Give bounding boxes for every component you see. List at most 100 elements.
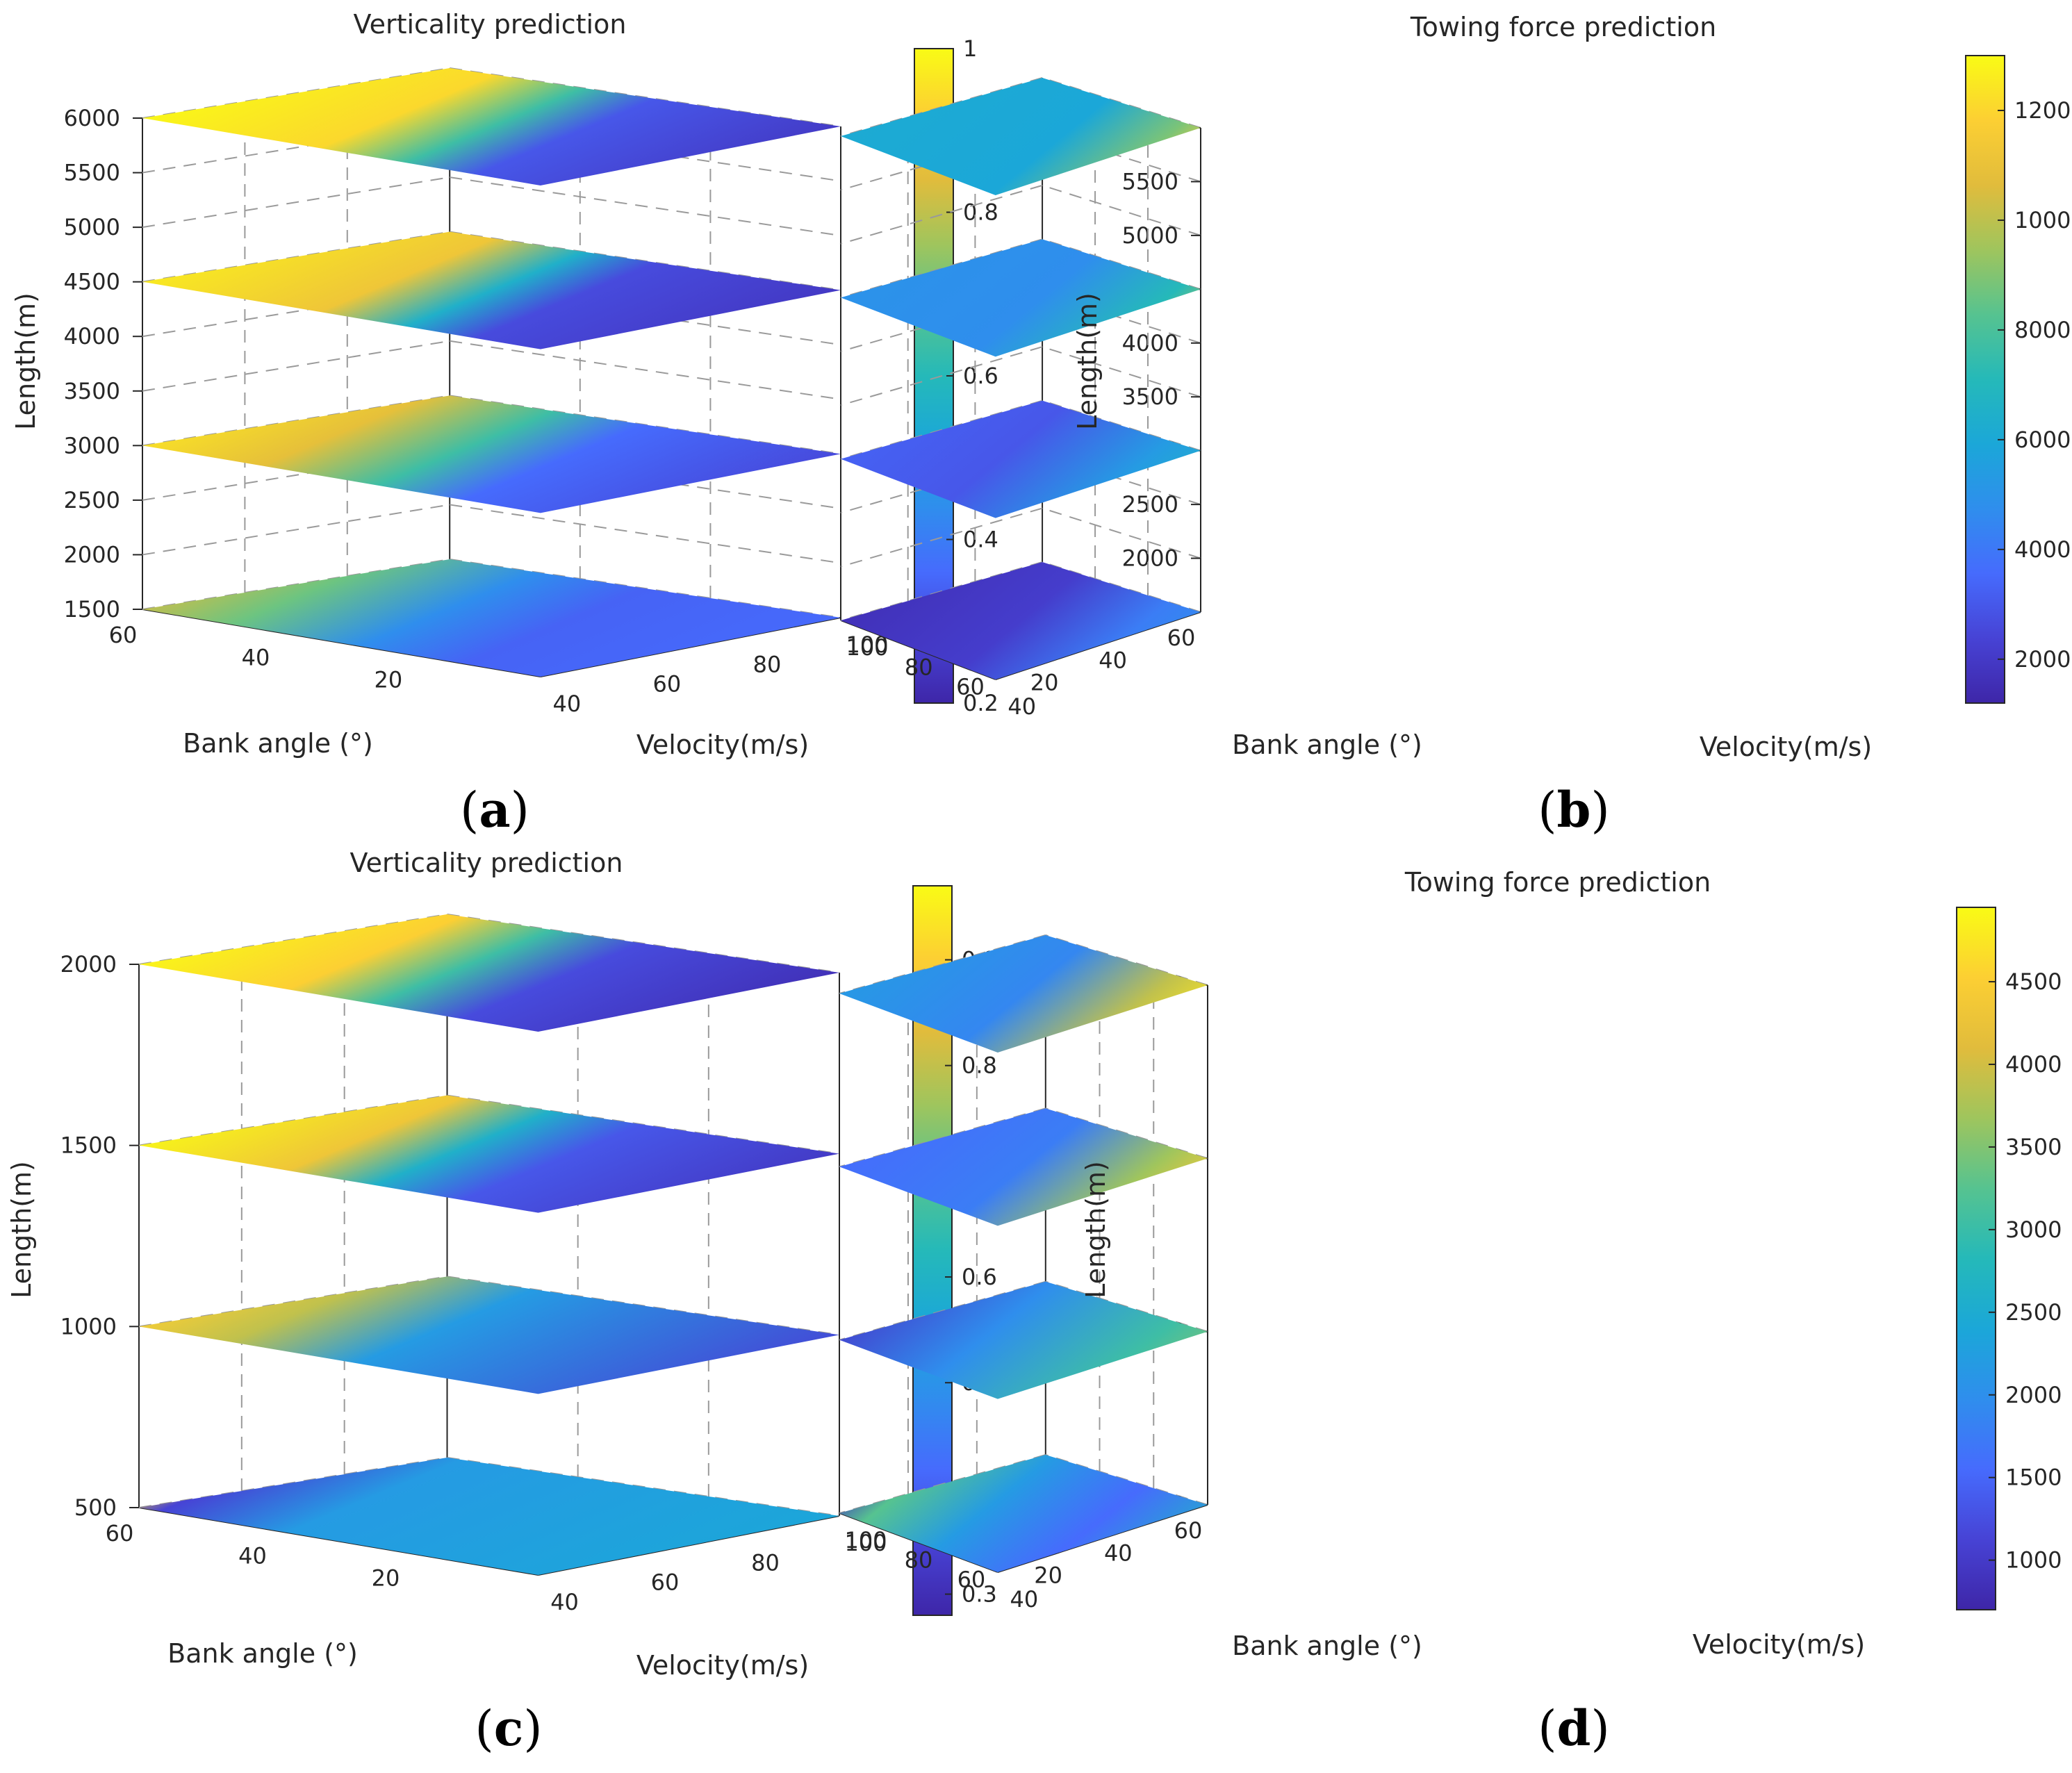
velocity-tick-label: 60 xyxy=(956,674,985,700)
x-axis-label: Velocity(m/s) xyxy=(636,1650,809,1681)
z-tick-label: 2500 xyxy=(1122,491,1178,518)
velocity-tick-label: 80 xyxy=(905,1547,933,1573)
colorbar-tick-label: 4000 xyxy=(2005,1051,2062,1078)
colorbar-tick-label: 1500 xyxy=(2005,1465,2062,1491)
z-tick-label: 6000 xyxy=(64,105,120,131)
y-axis-label: Bank angle (°) xyxy=(167,1638,358,1669)
velocity-tick-label: 40 xyxy=(1010,1586,1039,1613)
bank-tick-label: 40 xyxy=(238,1542,267,1569)
bank-tick-label: 20 xyxy=(372,1565,400,1592)
grid-line-back-left xyxy=(1042,454,1201,506)
grid-line-back-left xyxy=(142,504,450,556)
surface-slice-500 xyxy=(839,1455,1208,1572)
z-tick-label: 1000 xyxy=(60,1313,117,1339)
grid-line-back-left xyxy=(1042,346,1201,398)
z-tick-label: 3500 xyxy=(1122,384,1178,410)
velocity-tick-label: 40 xyxy=(550,1589,579,1615)
velocity-tick-label: 60 xyxy=(651,1569,680,1596)
grid-line-back-left xyxy=(142,340,450,392)
z-tick-label: 2500 xyxy=(64,487,120,513)
z-tick-label: 4000 xyxy=(1122,330,1178,356)
z-tick-label: 5500 xyxy=(1122,168,1178,195)
velocity-tick-label: 80 xyxy=(751,1549,780,1576)
grid-line-back-right xyxy=(450,340,841,400)
z-tick-label: 1500 xyxy=(60,1132,117,1159)
z-tick-label: 2000 xyxy=(64,541,120,568)
bank-tick-label: 60 xyxy=(1167,625,1196,651)
colorbar-tick-label: 1000 xyxy=(2014,207,2071,233)
z-tick-label: 5000 xyxy=(64,214,120,240)
surface-slice-1000 xyxy=(839,1281,1208,1399)
x-axis-label: Velocity(m/s) xyxy=(636,729,809,760)
colorbar-tick-label: 0.8 xyxy=(962,1053,997,1079)
z-tick-label: 2000 xyxy=(1122,545,1178,572)
velocity-tick-label: 60 xyxy=(957,1567,986,1593)
grid-line-back-left xyxy=(1042,292,1201,344)
chart-panel-d: 500100015002000Towing force prediction60… xyxy=(839,867,2062,1757)
y-axis-label: Bank angle (°) xyxy=(183,728,373,759)
z-tick-label: 2000 xyxy=(60,951,117,978)
colorbar-tick-label: 6000 xyxy=(2014,427,2071,453)
z-tick-label: 3500 xyxy=(64,378,120,404)
z-tick-label: 4500 xyxy=(64,269,120,295)
surface-slice-1500 xyxy=(841,562,1201,679)
z-tick-label: 1500 xyxy=(64,596,120,622)
z-axis-label: Length(m) xyxy=(10,292,41,430)
z-tick-label: 5000 xyxy=(1122,222,1178,249)
chart-title: Verticality prediction xyxy=(354,9,627,40)
surface-slice-1000 xyxy=(139,1276,839,1394)
y-axis-label: Bank angle (°) xyxy=(1232,729,1422,760)
colorbar-tick-label: 0.6 xyxy=(963,363,998,389)
colorbar-tick-label: 2000 xyxy=(2014,646,2071,673)
bank-tick-label: 60 xyxy=(1174,1517,1203,1544)
velocity-tick-label: 100 xyxy=(844,1527,887,1553)
chart-panel-a: 1500 2000 2500 3000 3500 4000 4500 5000 5500 6000… xyxy=(10,9,998,839)
bank-tick-label: 40 xyxy=(242,644,270,670)
surface-slice-3000 xyxy=(841,400,1201,518)
panel-label: (a) xyxy=(460,781,529,839)
colorbar-tick-label: 0.6 xyxy=(962,1264,997,1290)
bank-tick-label: 20 xyxy=(375,667,403,693)
z-tick-label: 5500 xyxy=(64,160,120,186)
z-axis-label: Length(m) xyxy=(1072,292,1103,430)
colorbar-tick-label: 2500 xyxy=(2005,1299,2062,1326)
velocity-tick-label: 60 xyxy=(653,671,682,698)
colorbar-tick-label: 1200 xyxy=(2014,97,2071,124)
grid-line-back-right xyxy=(450,176,841,237)
grid-line-back-left xyxy=(1042,131,1201,183)
y-axis-label: Bank angle (°) xyxy=(1232,1631,1422,1661)
grid-line-back-right xyxy=(840,507,1043,568)
chart-title: Verticality prediction xyxy=(350,848,623,878)
surface-slice-2000 xyxy=(839,935,1208,1053)
surface-slice-3000 xyxy=(142,395,841,513)
colorbar xyxy=(1956,907,1996,1610)
z-tick-label: 4000 xyxy=(64,323,120,349)
z-tick-label: 500 xyxy=(74,1494,117,1521)
surface-slice-4500 xyxy=(142,231,841,349)
chart-panel-b: 1500200025003000350040004500500055006000… xyxy=(840,12,2071,839)
colorbar-tick-label: 2000 xyxy=(2005,1382,2062,1408)
chart-title: Towing force prediction xyxy=(1410,12,1716,42)
chart-panel-c: 500 1000 1500 2000 Verticality prediction 60 4… xyxy=(6,848,997,1757)
bank-tick-label: 40 xyxy=(1099,647,1127,673)
grid-line-back-left xyxy=(1042,507,1201,559)
surface-slice-1500 xyxy=(139,1095,839,1213)
bank-tick-label: 40 xyxy=(1104,1540,1133,1566)
surface-slice-4500 xyxy=(841,239,1201,357)
velocity-tick-label: 100 xyxy=(844,1530,887,1556)
surface-slice-1500 xyxy=(839,1108,1208,1226)
grid-line-back-right xyxy=(450,504,841,564)
velocity-tick-label: 40 xyxy=(1008,693,1036,720)
colorbar-tick-label: 0.4 xyxy=(963,527,998,553)
bank-tick-label: 20 xyxy=(1034,1562,1062,1589)
grid-line-back-right xyxy=(840,346,1043,406)
panel-label: (d) xyxy=(1538,1699,1610,1757)
bank-tick-label: 20 xyxy=(1030,670,1059,696)
colorbar-tick-label: 8000 xyxy=(2014,317,2071,343)
colorbar-tick-label: 1 xyxy=(963,35,977,62)
z-tick-label: 3000 xyxy=(64,432,120,459)
surface-slice-500 xyxy=(139,1458,839,1575)
velocity-tick-label: 80 xyxy=(905,654,933,680)
colorbar-tick-label: 1000 xyxy=(2005,1547,2062,1574)
velocity-tick-label: 40 xyxy=(552,691,581,717)
